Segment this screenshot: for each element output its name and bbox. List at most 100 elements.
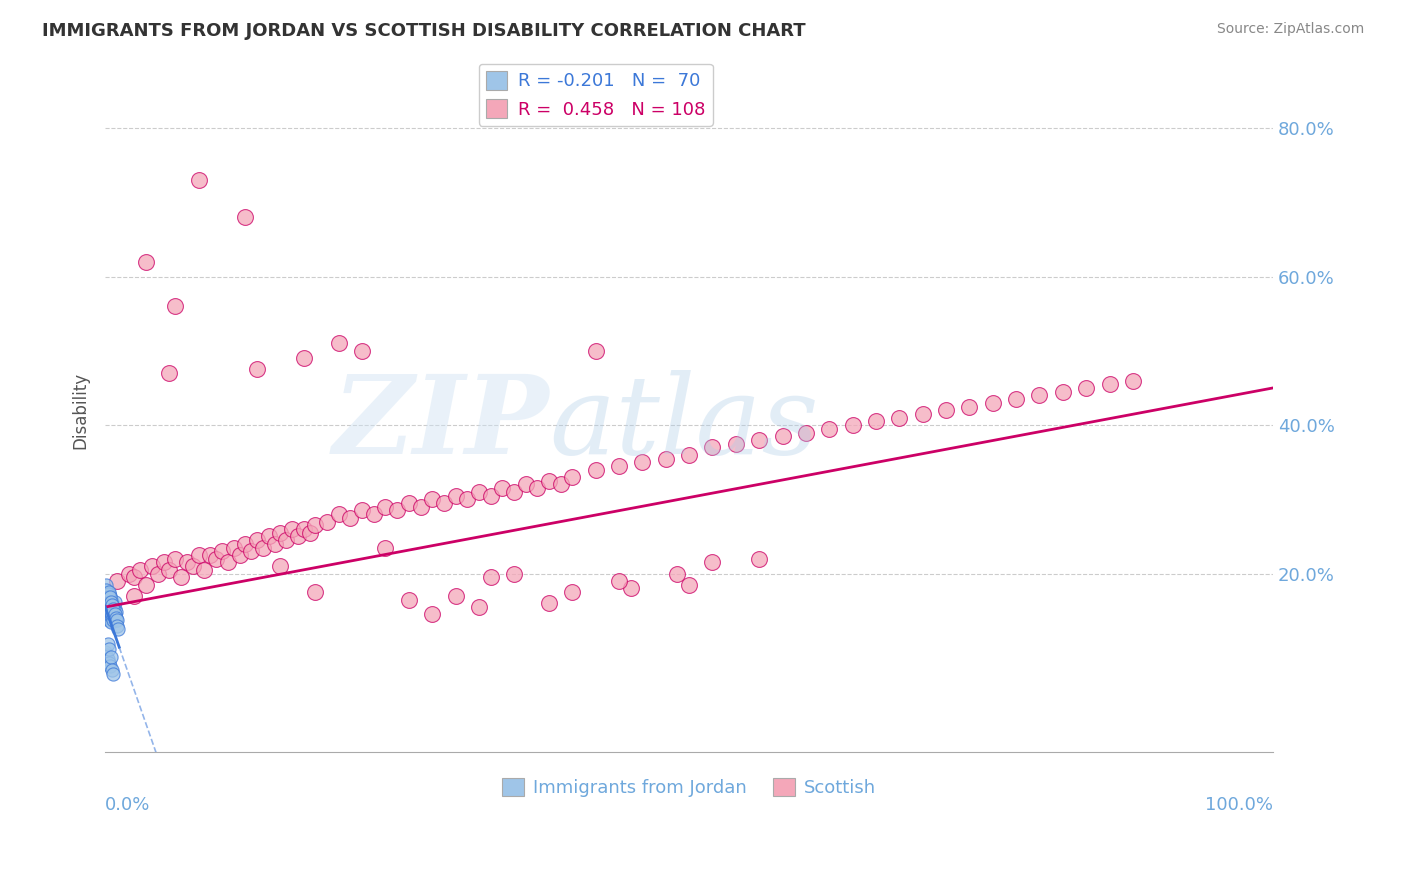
Point [96, 611, 118, 625]
Text: Source: ZipAtlas.com: Source: ZipAtlas.com [1216, 22, 1364, 37]
Point [97, 656, 120, 670]
Text: 100.0%: 100.0% [1205, 797, 1272, 814]
Point [96, 595, 118, 609]
Point [105, 613, 128, 627]
Point [678, 578, 700, 592]
Point [104, 613, 127, 627]
Point [165, 551, 187, 566]
Point [98, 591, 121, 605]
Point [398, 496, 420, 510]
Point [124, 570, 146, 584]
Point [96, 652, 118, 666]
Point [865, 414, 887, 428]
Point [100, 598, 122, 612]
Point [561, 585, 583, 599]
Point [257, 529, 280, 543]
Point [101, 605, 124, 619]
Point [103, 607, 125, 622]
Point [193, 563, 215, 577]
Point [235, 210, 257, 224]
Point [456, 492, 478, 507]
Y-axis label: Disability: Disability [72, 372, 89, 449]
Point [1122, 374, 1144, 388]
Point [97, 595, 120, 609]
Point [374, 500, 396, 514]
Point [772, 429, 794, 443]
Point [159, 366, 181, 380]
Point [100, 607, 122, 622]
Point [240, 544, 263, 558]
Point [100, 592, 122, 607]
Point [957, 400, 980, 414]
Point [1005, 392, 1028, 406]
Point [468, 484, 491, 499]
Point [104, 605, 127, 619]
Point [96, 607, 118, 622]
Point [97, 585, 120, 599]
Point [281, 522, 304, 536]
Point [101, 609, 124, 624]
Point [98, 602, 121, 616]
Point [385, 503, 408, 517]
Point [97, 598, 120, 612]
Point [100, 615, 122, 629]
Point [98, 596, 121, 610]
Point [103, 605, 125, 619]
Point [94, 645, 117, 659]
Point [176, 556, 198, 570]
Point [170, 570, 193, 584]
Point [655, 451, 678, 466]
Point [702, 441, 724, 455]
Legend: Immigrants from Jordan, Scottish: Immigrants from Jordan, Scottish [495, 771, 883, 805]
Point [101, 663, 124, 677]
Point [585, 463, 607, 477]
Point [100, 605, 122, 619]
Point [100, 595, 122, 609]
Point [339, 511, 361, 525]
Point [96, 598, 118, 612]
Point [211, 544, 233, 558]
Point [96, 602, 118, 616]
Point [1076, 381, 1098, 395]
Point [246, 533, 269, 548]
Point [328, 507, 350, 521]
Point [97, 600, 120, 615]
Point [228, 548, 250, 562]
Point [98, 659, 121, 673]
Point [561, 470, 583, 484]
Point [352, 503, 374, 517]
Point [96, 596, 118, 610]
Point [550, 477, 572, 491]
Point [98, 600, 121, 615]
Point [97, 587, 120, 601]
Point [222, 541, 245, 555]
Point [235, 537, 257, 551]
Point [152, 556, 174, 570]
Point [889, 410, 911, 425]
Point [269, 525, 291, 540]
Point [103, 602, 125, 616]
Point [101, 595, 124, 609]
Point [103, 602, 125, 616]
Point [444, 489, 467, 503]
Point [398, 592, 420, 607]
Point [205, 551, 228, 566]
Point [911, 407, 934, 421]
Point [94, 600, 117, 615]
Point [276, 533, 298, 548]
Point [304, 518, 326, 533]
Point [287, 529, 309, 543]
Point [479, 570, 502, 584]
Point [97, 591, 120, 605]
Point [135, 254, 157, 268]
Point [503, 484, 526, 499]
Point [187, 173, 209, 187]
Point [1028, 388, 1050, 402]
Point [187, 548, 209, 562]
Point [607, 574, 630, 588]
Point [96, 578, 118, 592]
Point [526, 481, 548, 495]
Point [631, 455, 654, 469]
Point [794, 425, 817, 440]
Point [252, 541, 274, 555]
